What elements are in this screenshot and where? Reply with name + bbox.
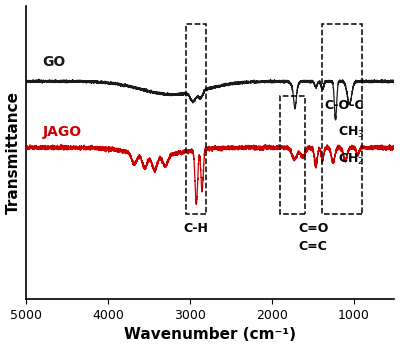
Bar [280, 96, 305, 214]
Text: CH$_2$: CH$_2$ [338, 151, 364, 167]
Text: C=C: C=C [299, 240, 328, 253]
Bar [322, 24, 362, 214]
Text: JAGO: JAGO [42, 126, 82, 140]
Text: C=O: C=O [299, 221, 329, 235]
Bar [186, 24, 206, 214]
Text: CH$_3$: CH$_3$ [338, 125, 364, 140]
Text: C-O-C: C-O-C [324, 100, 364, 112]
Text: C-H: C-H [184, 221, 208, 235]
Y-axis label: Transmittance: Transmittance [6, 91, 20, 214]
Text: GO: GO [42, 55, 66, 69]
X-axis label: Wavenumber (cm⁻¹): Wavenumber (cm⁻¹) [124, 327, 296, 342]
